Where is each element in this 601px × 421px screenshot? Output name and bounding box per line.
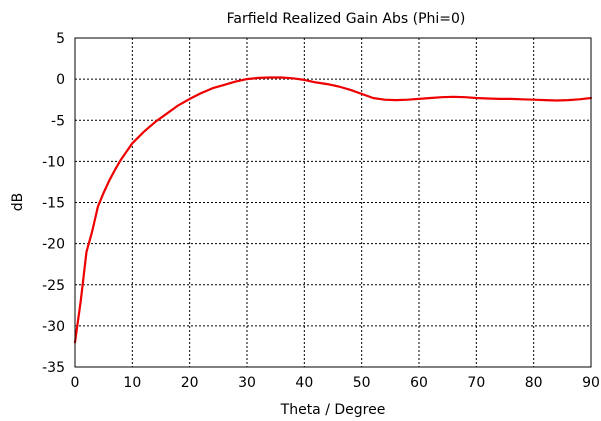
y-tick-label: -5: [51, 113, 65, 129]
series-layer: [73, 76, 593, 344]
y-tick-label: -30: [42, 319, 65, 335]
x-tick-label: 30: [238, 375, 256, 391]
x-axis-label: Theta / Degree: [280, 402, 386, 418]
x-tick-label: 40: [295, 375, 313, 391]
x-tick-label: 20: [181, 375, 199, 391]
x-tick-label: 80: [525, 375, 543, 391]
x-tick-label: 10: [123, 375, 141, 391]
x-tick-label: 90: [582, 375, 600, 391]
y-tick-label: -20: [42, 237, 65, 253]
x-tick-label: 0: [71, 375, 80, 391]
y-tick-label: -15: [42, 196, 65, 212]
y-axis-label: dB: [10, 193, 26, 212]
gain-series-line: [73, 76, 593, 344]
chart-title: Farfield Realized Gain Abs (Phi=0): [227, 11, 466, 27]
y-tick-label: -35: [42, 360, 65, 376]
grid-layer: [75, 38, 591, 367]
x-tick-label: 70: [467, 375, 485, 391]
y-tick-label: -25: [42, 278, 65, 294]
x-tick-label: 50: [353, 375, 371, 391]
y-tick-label: 0: [56, 72, 65, 88]
plot-frame: [74, 37, 592, 368]
x-tick-labels: 0 10 20 30 40 50 60 70 80 90: [71, 375, 600, 391]
x-tick-label: 60: [410, 375, 428, 391]
y-tick-labels: 5 0 -5 -10 -15 -20 -25 -30 -35: [42, 31, 65, 376]
y-tick-label: 5: [56, 31, 65, 47]
y-tick-label: -10: [42, 154, 65, 170]
